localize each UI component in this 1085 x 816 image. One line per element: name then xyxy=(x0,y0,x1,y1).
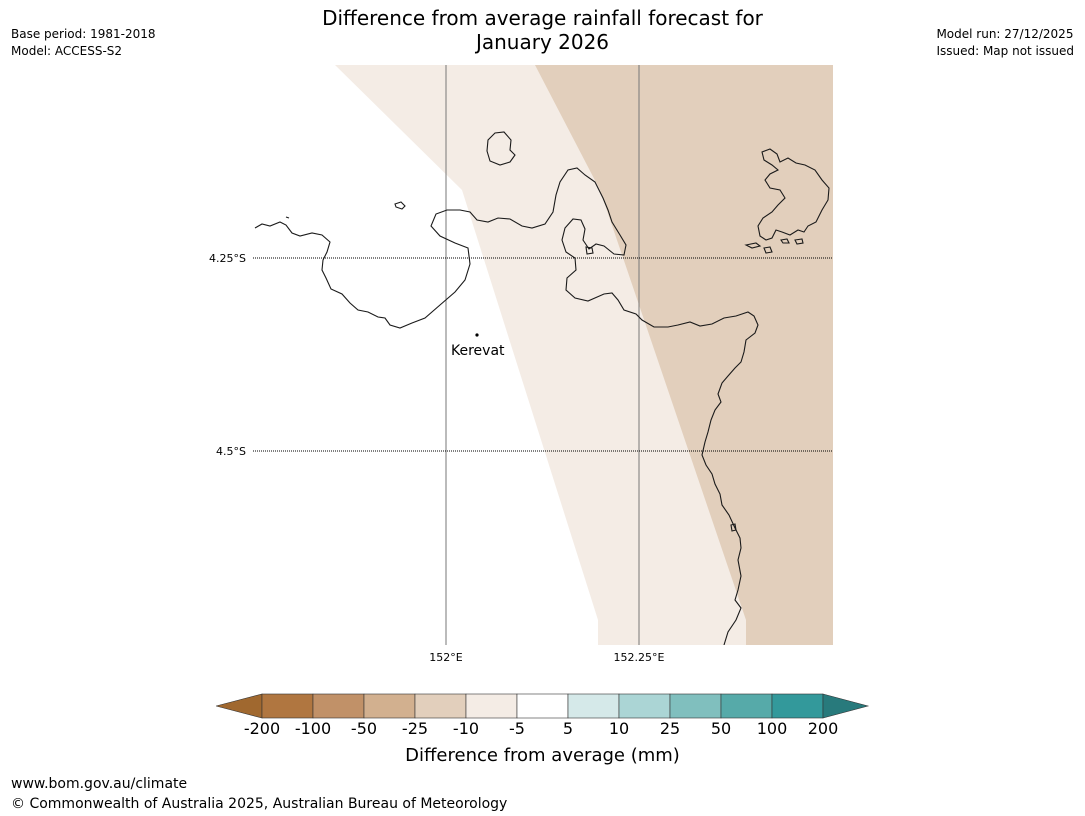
map-canvas: Kerevat 4.25°S 4.5°S 152°E 152.25°E xyxy=(209,65,833,664)
colorbar-tick: -200 xyxy=(243,719,281,738)
island-small-north xyxy=(486,131,516,166)
colorbar-tick: -5 xyxy=(509,719,525,738)
map-title: Difference from average rainfall forecas… xyxy=(0,6,1085,54)
colorbar-segment xyxy=(414,693,467,719)
islet-coast-east xyxy=(730,523,737,532)
colorbar-tick: -100 xyxy=(294,719,332,738)
colorbar-segment xyxy=(261,693,314,719)
title-line-1: Difference from average rainfall forecas… xyxy=(322,6,763,30)
map-area xyxy=(253,65,833,645)
islet-west xyxy=(394,201,406,210)
footer-url: www.bom.gov.au/climate xyxy=(11,776,188,792)
lat-label-4-25: 4.25°S xyxy=(209,252,246,265)
islet-tiny-west xyxy=(285,216,290,219)
islet-east-3 xyxy=(780,238,790,244)
colorbar-segment xyxy=(771,693,824,719)
colorbar-segment xyxy=(720,693,773,719)
islet-east-1 xyxy=(744,242,762,249)
colorbar-title: Difference from average (mm) xyxy=(405,745,680,766)
rainfall-band-medium xyxy=(535,65,833,645)
island-duke-york xyxy=(757,148,830,241)
colorbar-segment xyxy=(618,693,671,719)
base-period: Base period: 1981-2018 xyxy=(11,27,156,41)
colorbar-tick: 5 xyxy=(562,719,574,738)
title-line-2: January 2026 xyxy=(475,30,610,54)
colorbar xyxy=(216,693,870,719)
colorbar-tick: 50 xyxy=(710,719,732,738)
kerevat-marker xyxy=(475,333,479,337)
islet-east-4 xyxy=(794,238,804,245)
colorbar-segment xyxy=(465,693,518,719)
footer: www.bom.gov.au/climate © Commonwealth of… xyxy=(11,774,507,814)
kerevat-label: Kerevat xyxy=(451,343,505,359)
colorbar-tick: -25 xyxy=(401,719,429,738)
colorbar-tick: 25 xyxy=(659,719,681,738)
model-name: Model: ACCESS-S2 xyxy=(11,44,123,58)
islet-east-2 xyxy=(763,246,773,254)
colorbar-segment xyxy=(312,693,365,719)
colorbar-arrow-high xyxy=(822,693,870,719)
meta-right: Model run: 27/12/2025 Issued: Map not is… xyxy=(936,26,1074,60)
colorbar-tick: 200 xyxy=(807,719,839,738)
lon-label-152: 152°E xyxy=(429,651,462,664)
colorbar-segment xyxy=(516,693,569,719)
colorbar-tick: 10 xyxy=(608,719,630,738)
islet-lake xyxy=(585,246,594,255)
colorbar-segment xyxy=(669,693,722,719)
coastline xyxy=(254,131,830,645)
colorbar-segment xyxy=(567,693,620,719)
colorbar-tick: 100 xyxy=(756,719,788,738)
colorbar-tick: -50 xyxy=(350,719,378,738)
issued-status: Issued: Map not issued xyxy=(936,44,1074,58)
colorbar-arrow-low xyxy=(216,693,263,719)
footer-copyright: © Commonwealth of Australia 2025, Austra… xyxy=(11,796,508,812)
colorbar-tick: -10 xyxy=(452,719,480,738)
meta-left: Base period: 1981-2018 Model: ACCESS-S2 xyxy=(11,26,156,60)
lat-label-4-5: 4.5°S xyxy=(216,445,246,458)
colorbar-segment xyxy=(363,693,416,719)
model-run: Model run: 27/12/2025 xyxy=(936,27,1074,41)
lon-label-152-25: 152.25°E xyxy=(614,651,665,664)
coastline-main xyxy=(254,167,759,645)
